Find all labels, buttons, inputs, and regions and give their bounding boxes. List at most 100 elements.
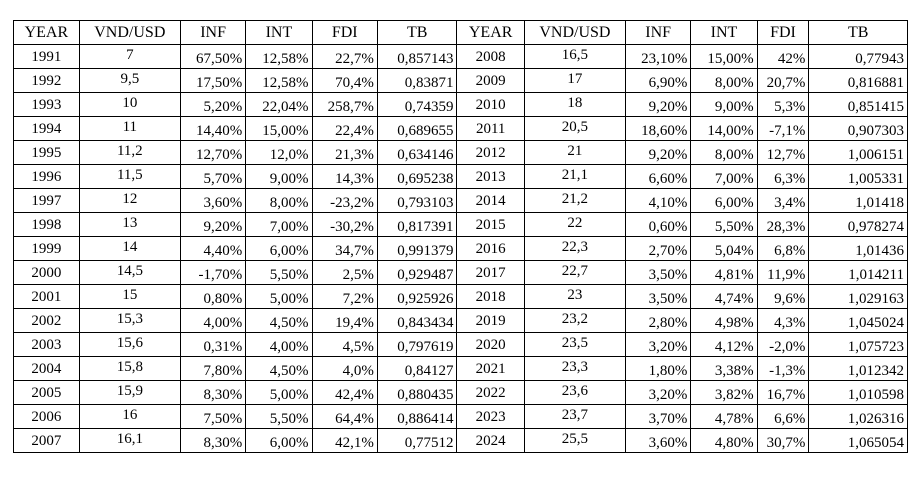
cell-inf: 7,50% [179, 404, 247, 429]
table-row: 2001 15 0,80% 5,00% 7,2% 0,925926 2018 23 3,50% 4… [13, 284, 908, 309]
header-vnd-usd: VND/USD [78, 20, 181, 45]
cell-tb-2: 1,075723 [808, 332, 908, 357]
cell-int-2: 4,74% [690, 284, 758, 309]
cell-inf-2: 9,20% [624, 140, 692, 165]
cell-tb: 0,793103 [376, 188, 458, 213]
cell-year-2: 2009 [456, 68, 525, 93]
cell-int: 7,00% [245, 212, 313, 237]
cell-year: 2000 [13, 260, 80, 285]
cell-tb: 0,929487 [376, 260, 458, 285]
table-row: 1991 7 67,50% 12,58% 22,7% 0,857143 2008 16,5 23… [13, 44, 908, 69]
cell-year-2: 2008 [456, 44, 525, 69]
table-row: 2007 16,1 8,30% 6,00% 42,1% 0,77512 2024 25,5 3,… [13, 428, 908, 453]
cell-int: 22,04% [245, 92, 313, 117]
cell-tb: 0,880435 [376, 380, 458, 405]
cell-int-2: 7,00% [690, 164, 758, 189]
cell-tb-2: 0,816881 [808, 68, 908, 93]
cell-inf: 5,70% [179, 164, 247, 189]
cell-int: 5,50% [245, 260, 313, 285]
cell-year: 1992 [13, 68, 80, 93]
cell-inf-2: 6,60% [624, 164, 692, 189]
cell-int: 9,00% [245, 164, 313, 189]
cell-tb: 0,843434 [376, 308, 458, 333]
cell-inf-2: 1,80% [624, 356, 692, 381]
cell-inf: 67,50% [179, 44, 247, 69]
cell-inf-2: 2,80% [624, 308, 692, 333]
cell-vnd-usd: 11,5 [78, 164, 181, 189]
cell-fdi: 4,5% [311, 332, 378, 357]
cell-vnd-usd: 16 [78, 404, 181, 429]
cell-vnd-usd-2: 23,7 [523, 404, 626, 429]
cell-int: 12,58% [245, 44, 313, 69]
cell-fdi: 64,4% [311, 404, 378, 429]
cell-vnd-usd-2: 17 [523, 68, 626, 93]
cell-fdi-2: 20,7% [756, 68, 810, 93]
cell-fdi: 4,0% [311, 356, 378, 381]
cell-int-2: 8,00% [690, 68, 758, 93]
cell-vnd-usd-2: 21 [523, 140, 626, 165]
cell-year: 2004 [13, 356, 80, 381]
cell-tb: 0,817391 [376, 212, 458, 237]
cell-int: 12,0% [245, 140, 313, 165]
cell-tb-2: 0,851415 [808, 92, 908, 117]
cell-inf-2: 3,70% [624, 404, 692, 429]
cell-int-2: 14,00% [690, 116, 758, 141]
cell-tb: 0,797619 [376, 332, 458, 357]
header-row: YEAR VND/USD INF INT FDI TB YEAR VND/USD INF INT F… [13, 20, 908, 45]
cell-year: 2001 [13, 284, 80, 309]
cell-vnd-usd: 15,9 [78, 380, 181, 405]
cell-vnd-usd-2: 21,1 [523, 164, 626, 189]
header-tb: TB [376, 20, 458, 45]
table-row: 1993 10 5,20% 22,04% 258,7% 0,74359 2010 18 9,20… [13, 92, 908, 117]
cell-vnd-usd: 14,5 [78, 260, 181, 285]
cell-tb-2: 0,77943 [808, 44, 908, 69]
cell-inf: 12,70% [179, 140, 247, 165]
cell-tb: 0,886414 [376, 404, 458, 429]
cell-inf-2: 23,10% [624, 44, 692, 69]
cell-vnd-usd-2: 20,5 [523, 116, 626, 141]
cell-tb-2: 1,045024 [808, 308, 908, 333]
cell-fdi: 7,2% [311, 284, 378, 309]
cell-int: 5,50% [245, 404, 313, 429]
cell-int: 4,50% [245, 356, 313, 381]
cell-year-2: 2010 [456, 92, 525, 117]
cell-year-2: 2021 [456, 356, 525, 381]
cell-tb-2: 1,029163 [808, 284, 908, 309]
cell-fdi-2: 42% [756, 44, 810, 69]
header-fdi-2: FDI [756, 20, 810, 45]
cell-fdi-2: 3,4% [756, 188, 810, 213]
table-row: 1996 11,5 5,70% 9,00% 14,3% 0,695238 2013 21,1 6… [13, 164, 908, 189]
cell-vnd-usd-2: 23,3 [523, 356, 626, 381]
table-row: 2005 15,9 8,30% 5,00% 42,4% 0,880435 2022 23,6 3… [13, 380, 908, 405]
table-body: 1991 7 67,50% 12,58% 22,7% 0,857143 2008 16,5 23… [13, 44, 908, 453]
cell-vnd-usd: 10 [78, 92, 181, 117]
cell-inf: 3,60% [179, 188, 247, 213]
cell-tb: 0,695238 [376, 164, 458, 189]
cell-fdi-2: 9,6% [756, 284, 810, 309]
cell-fdi: 14,3% [311, 164, 378, 189]
cell-year-2: 2018 [456, 284, 525, 309]
cell-vnd-usd: 11,2 [78, 140, 181, 165]
cell-vnd-usd-2: 25,5 [523, 428, 626, 453]
cell-year-2: 2017 [456, 260, 525, 285]
cell-vnd-usd-2: 21,2 [523, 188, 626, 213]
header-fdi: FDI [311, 20, 378, 45]
cell-tb-2: 1,026316 [808, 404, 908, 429]
cell-inf: 14,40% [179, 116, 247, 141]
cell-year: 1991 [13, 44, 80, 69]
table-row: 1995 11,2 12,70% 12,0% 21,3% 0,634146 2012 21 9,… [13, 140, 908, 165]
cell-fdi-2: -1,3% [756, 356, 810, 381]
cell-tb: 0,74359 [376, 92, 458, 117]
cell-tb-2: 1,010598 [808, 380, 908, 405]
cell-inf: 0,80% [179, 284, 247, 309]
cell-vnd-usd-2: 23 [523, 284, 626, 309]
cell-fdi-2: 30,7% [756, 428, 810, 453]
header-year: YEAR [13, 20, 80, 45]
cell-year: 2007 [13, 428, 80, 453]
cell-year-2: 2011 [456, 116, 525, 141]
cell-fdi: 2,5% [311, 260, 378, 285]
cell-tb: 0,77512 [376, 428, 458, 453]
cell-fdi-2: 12,7% [756, 140, 810, 165]
cell-vnd-usd: 15,8 [78, 356, 181, 381]
cell-int: 6,00% [245, 236, 313, 261]
